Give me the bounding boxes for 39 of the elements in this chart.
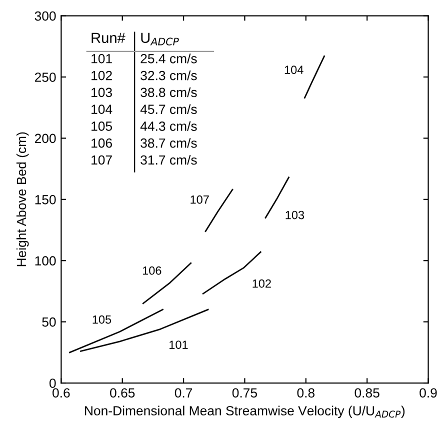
annotation: 101 [92, 54, 112, 64]
y-tick-label: 50 [42, 317, 56, 327]
series-label: 106 [142, 266, 162, 275]
annotation: 25.4 cm/s [140, 54, 197, 64]
annotation: 32.3 cm/s [140, 70, 197, 80]
annotation: 106 [92, 138, 112, 148]
x-axis-title: Non-Dimensional Mean Streamwise Velocity (U/U$_{ADCP}$) [85, 406, 405, 418]
annotation: 107 [92, 155, 112, 165]
x-tick-label: 0.85 [354, 388, 380, 398]
x-tick-label: 0.8 [297, 388, 314, 398]
annotation: 104 [92, 104, 112, 114]
annotation: 45.7 cm/s [140, 104, 197, 114]
series-label: 103 [286, 210, 304, 220]
annotation: Run# [92, 32, 126, 44]
x-tick-label: 0.75 [232, 388, 258, 398]
series-label: 105 [92, 315, 112, 324]
annotation: 38.7 cm/s [140, 138, 197, 148]
x-tick-label: 0.6 [52, 388, 70, 398]
y-axis-title: Height Above Bed (cm) [16, 132, 29, 266]
series-label: 104 [284, 66, 304, 74]
series-label: 102 [252, 279, 271, 288]
x-tick-label: 0.65 [110, 388, 135, 398]
annotation: U$_{ADCP}$ [141, 32, 179, 46]
y-tick-label: 150 [35, 194, 56, 204]
y-tick-label: 250 [34, 72, 56, 82]
y-tick-label: 0 [49, 378, 56, 388]
x-tick-label: 0.9 [420, 388, 437, 398]
annotation: 38.8 cm/s [140, 87, 197, 98]
annotation: 31.7 cm/s [140, 154, 197, 165]
y-tick-label: 100 [35, 256, 56, 266]
annotation: 103 [92, 88, 112, 98]
series-label: 101 [170, 340, 188, 349]
annotation: 102 [92, 70, 112, 80]
y-tick-label: 200 [34, 134, 56, 144]
annotation: 44.3 cm/s [140, 121, 197, 131]
y-tick-label: 300 [34, 11, 56, 21]
annotation: 105 [92, 122, 112, 131]
series-label: 107 [190, 195, 209, 204]
x-tick-label: 0.7 [174, 388, 192, 398]
